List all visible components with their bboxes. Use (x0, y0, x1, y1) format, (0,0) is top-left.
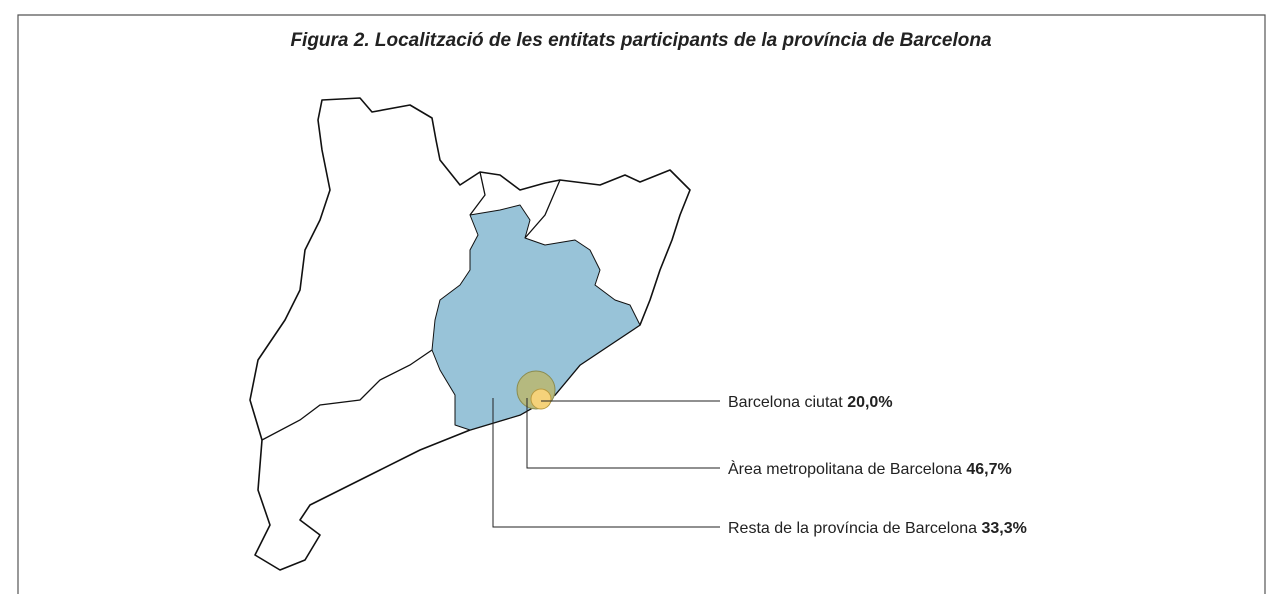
label-value: 46,7% (966, 461, 1011, 478)
frame (17, 14, 1266, 594)
label-name: Àrea metropolitana de Barcelona (728, 459, 962, 478)
label-value: 33,3% (982, 520, 1027, 537)
internal-borders (261, 171, 561, 441)
label-name: Barcelona ciutat (728, 394, 843, 411)
leader-line (526, 398, 720, 469)
leader-line (492, 398, 720, 528)
label-name: Resta de la província de Barcelona (728, 520, 977, 537)
figure-title: Figura 2. Localització de les entitats p… (290, 30, 992, 51)
barcelona-province (431, 204, 641, 431)
city-circle (530, 388, 552, 410)
label: Àrea metropolitana de Barcelona 46,7% (728, 459, 1012, 478)
label: Barcelona ciutat 20,0% (728, 394, 893, 411)
map (249, 97, 691, 571)
label: Resta de la província de Barcelona 33,3% (728, 520, 1027, 537)
leader-lines (492, 398, 720, 528)
label-value: 20,0% (847, 394, 892, 411)
